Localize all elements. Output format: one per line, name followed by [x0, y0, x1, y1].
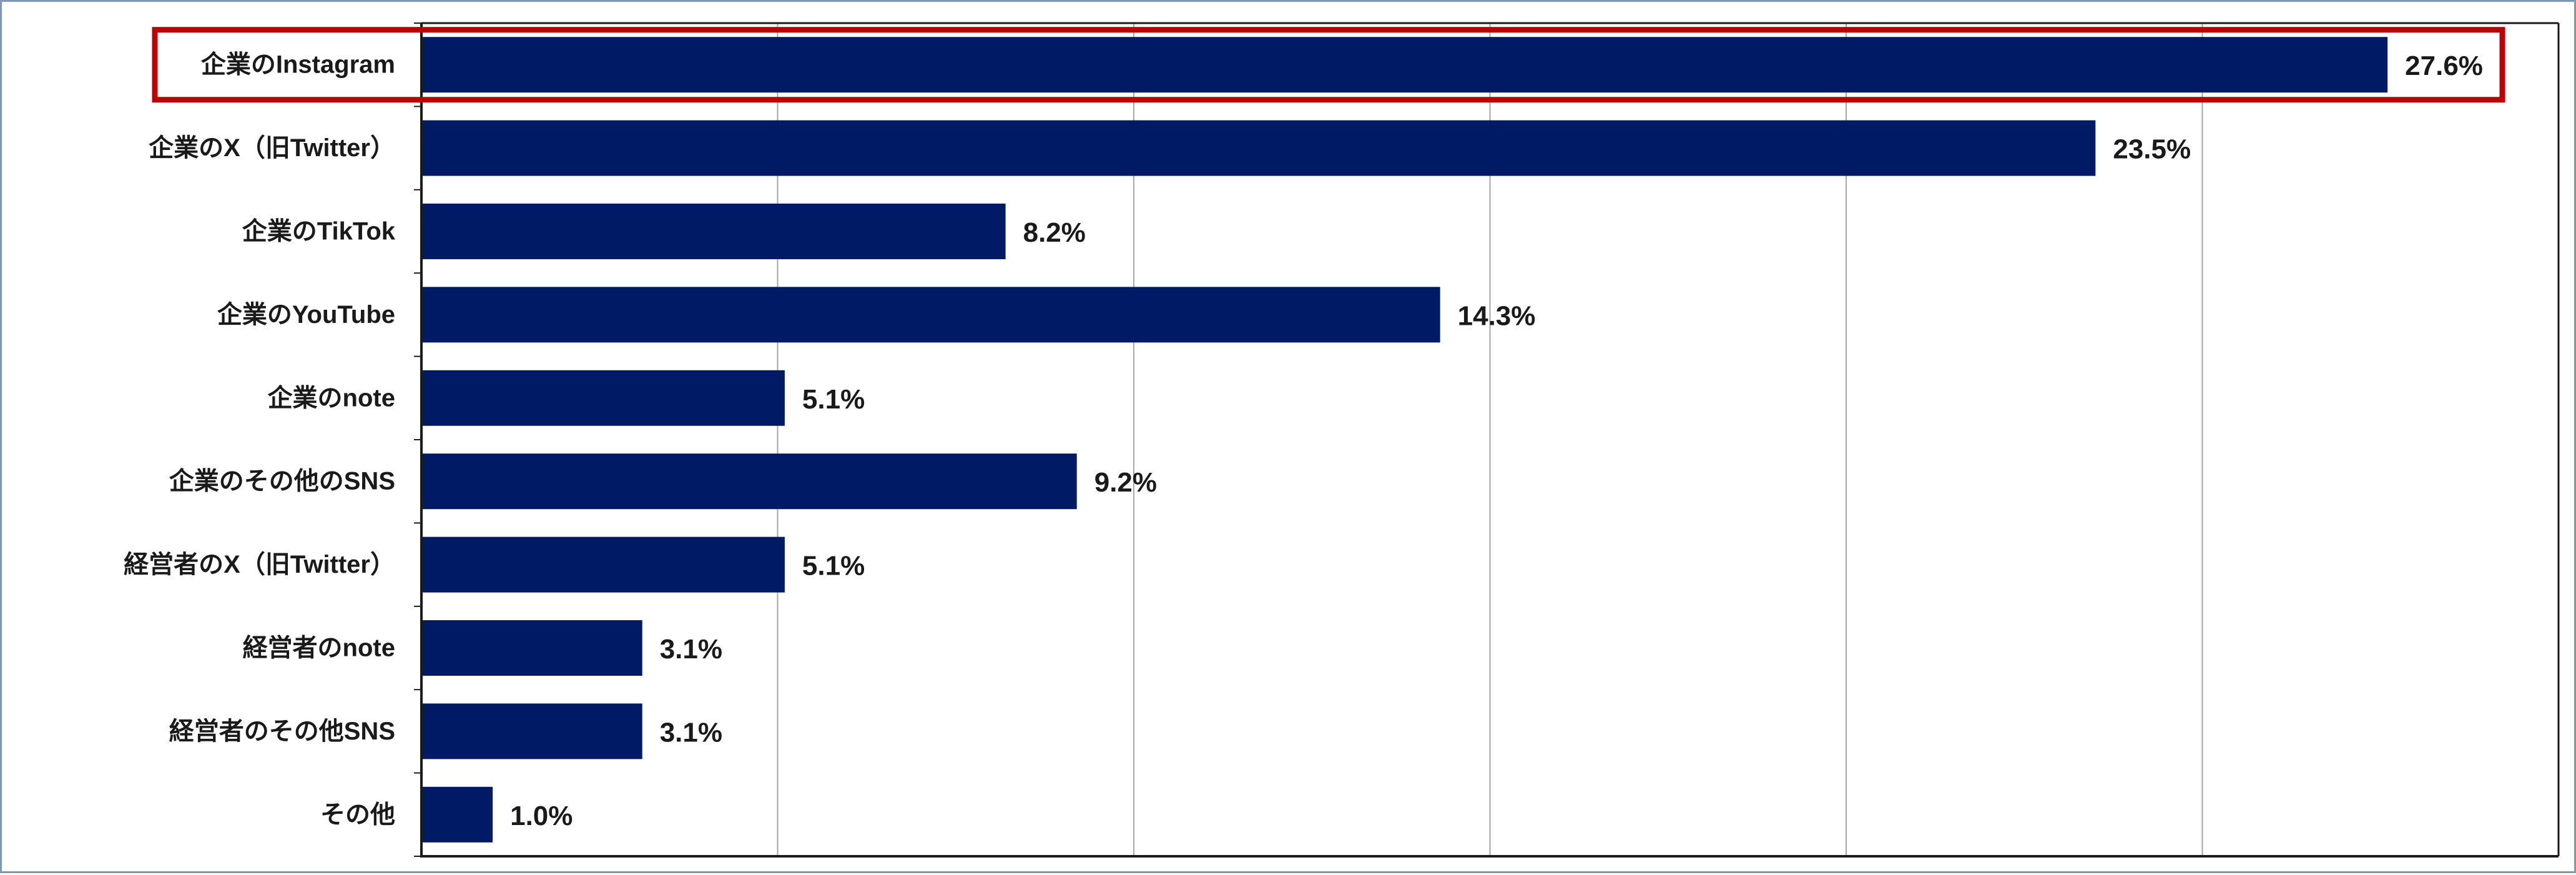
- axes: [414, 22, 2560, 858]
- category-label: 経営者のその他SNS: [169, 718, 395, 745]
- category-label: 企業のその他のSNS: [169, 467, 395, 495]
- bar: [421, 287, 1440, 343]
- category-label: 企業のYouTube: [217, 300, 395, 329]
- value-label: 1.0%: [510, 801, 573, 831]
- bar: [421, 370, 785, 426]
- category-label: 企業のTikTok: [242, 217, 396, 245]
- bar: [421, 536, 785, 593]
- highlight: [152, 27, 2505, 103]
- value-label: 27.6%: [2405, 51, 2483, 81]
- category-label: その他: [320, 801, 395, 828]
- bar: [421, 786, 493, 843]
- bars: [421, 37, 2388, 843]
- highlight-box: [152, 27, 2505, 103]
- value-label: 9.2%: [1094, 467, 1157, 498]
- category-label: 経営者のX（旧Twitter）: [124, 551, 395, 578]
- bar: [421, 703, 642, 759]
- bar: [421, 204, 1006, 259]
- category-label: 企業のnote: [268, 383, 395, 412]
- value-label: 5.1%: [802, 551, 865, 581]
- value-label: 23.5%: [2113, 134, 2191, 165]
- value-label: 14.3%: [1458, 300, 1536, 331]
- bar: [421, 120, 2096, 176]
- value-label: 8.2%: [1023, 217, 1086, 248]
- bar: [421, 37, 2388, 93]
- bar: [421, 620, 642, 676]
- value-label: 3.1%: [660, 717, 722, 748]
- category-label: 企業のX（旧Twitter）: [149, 134, 395, 162]
- bar: [421, 453, 1077, 510]
- category-label: 企業のInstagram: [201, 51, 395, 79]
- value-label: 5.1%: [802, 384, 865, 415]
- value-label: 3.1%: [660, 634, 722, 665]
- category-label: 経営者のnote: [243, 635, 395, 662]
- labels: 企業のInstagram 27.6% 企業のX（旧Twitter） 23.5% 企業のT…: [124, 51, 2483, 831]
